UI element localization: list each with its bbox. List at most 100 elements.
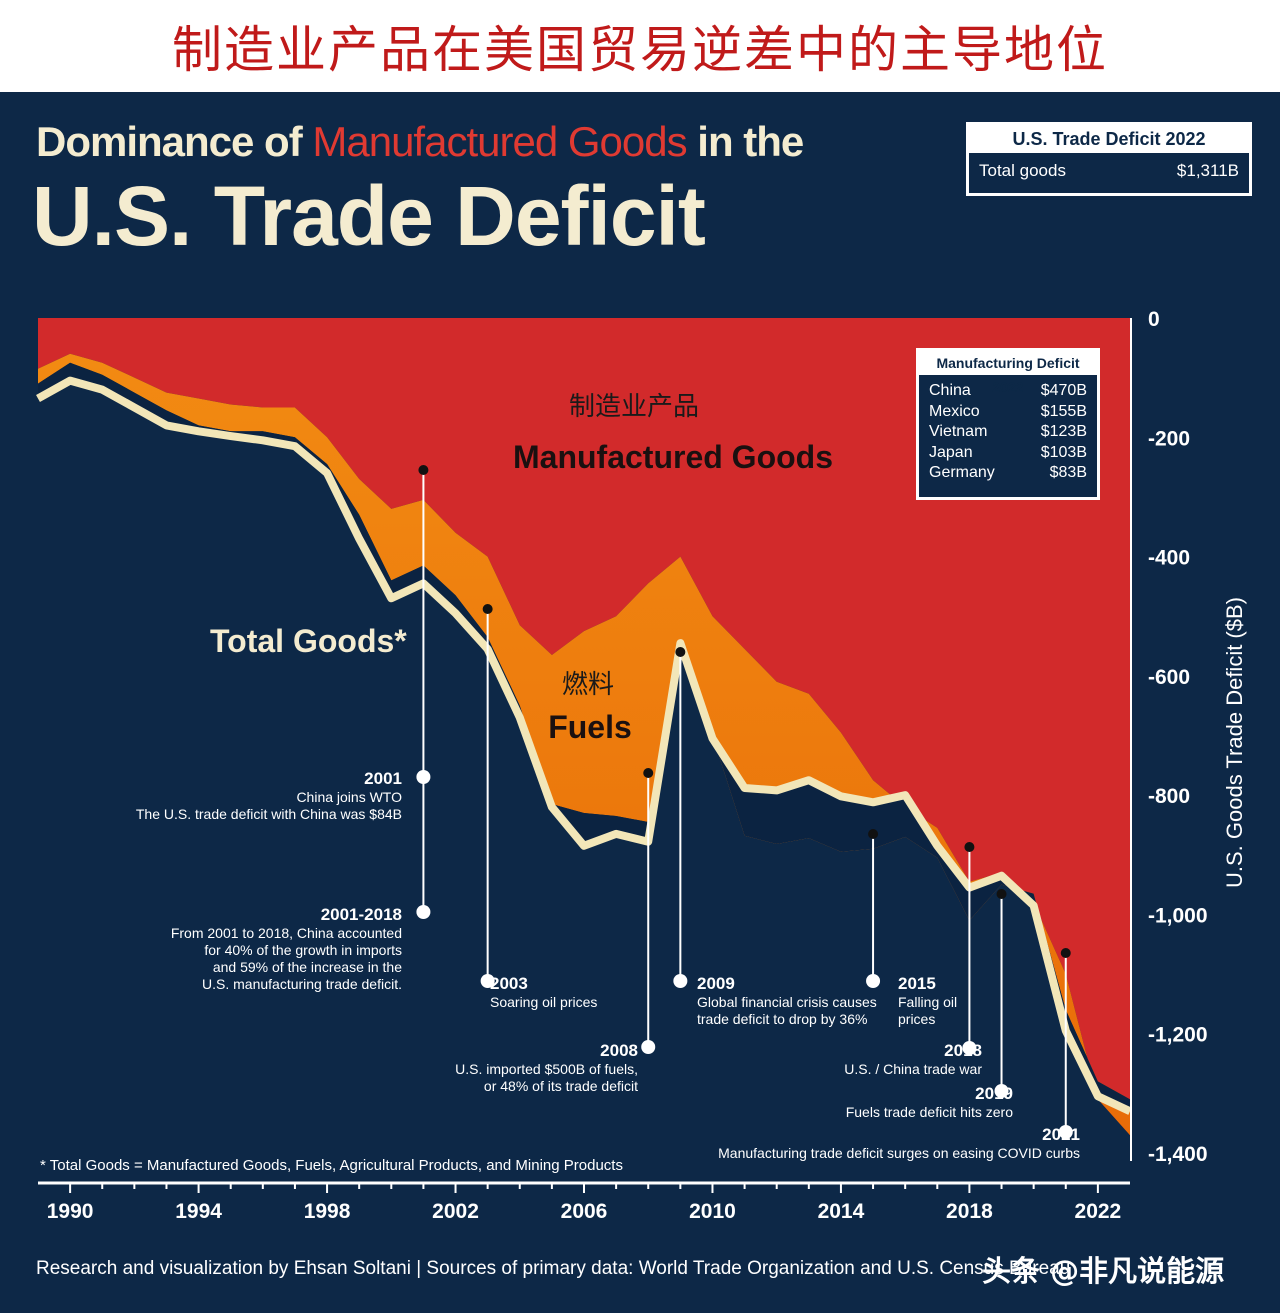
annotation-dot — [962, 1041, 977, 1055]
title-pre: Dominance of — [36, 118, 313, 165]
mfg-country: China — [929, 382, 971, 399]
trade-deficit-value: $1,311B — [1176, 161, 1239, 180]
annotation-title: 2001-2018 — [321, 905, 402, 924]
title-line2: U.S. Trade Deficit — [32, 169, 706, 263]
title-line1: Dominance of Manufactured Goods in the — [36, 118, 804, 166]
y-tick-label: -800 — [1148, 785, 1190, 808]
annotation-text: for 40% of the growth in imports — [204, 942, 402, 958]
annotation-title: 2001 — [364, 769, 402, 788]
mfg-value: $470B — [1040, 382, 1087, 399]
title-post: in the — [686, 118, 804, 165]
manufacturing-box-title: Manufacturing Deficit 2022 — [919, 351, 1097, 395]
annotation-dot — [1058, 1125, 1073, 1139]
y-axis-title: U.S. Goods Trade Deficit ($B) — [1222, 597, 1247, 888]
annotation-anchor-dot — [643, 768, 654, 778]
chinese-title-banner: 制造业产品在美国贸易逆差中的主导地位 — [0, 0, 1280, 92]
annotation-text: U.S. manufacturing trade deficit. — [202, 976, 402, 992]
annotation-text: China joins WTO — [296, 789, 402, 805]
annotation-title: 2021 — [1042, 1125, 1080, 1144]
x-tick-label: 1998 — [304, 1200, 351, 1223]
y-tick-label: -1,400 — [1148, 1143, 1208, 1166]
y-tick-label: -1,200 — [1148, 1024, 1208, 1047]
annotation-text: The U.S. trade deficit with China was $8… — [136, 806, 402, 822]
fuels-area — [38, 353, 1130, 1136]
mfg-country: Vietnam — [929, 423, 988, 440]
annotation-anchor-dot — [675, 647, 686, 657]
trade-deficit-row: Total goods $1,311B — [969, 153, 1249, 189]
annotation-anchor-dot — [964, 842, 975, 852]
fuels-label: Fuels — [548, 709, 632, 745]
annotation-text: prices — [898, 1011, 935, 1027]
annotation-dot — [416, 905, 431, 919]
annotation-title: 2015 — [898, 974, 936, 993]
mfg-value: $83B — [1049, 464, 1087, 481]
mfg-value: $123B — [1040, 423, 1087, 440]
annotation-text: Fuels trade deficit hits zero — [846, 1104, 1014, 1120]
annotation-dot — [994, 1084, 1009, 1098]
mfg-row: Germany $83B — [919, 463, 1097, 484]
annotation-title: 2003 — [490, 974, 528, 993]
x-tick-label: 2006 — [561, 1200, 608, 1223]
mfg-country: Mexico — [929, 402, 980, 420]
annotation-text: Falling oil — [898, 994, 957, 1010]
annotation-text: From 2001 to 2018, China accounted — [171, 925, 402, 941]
mfg-country: Germany — [929, 464, 995, 481]
footnote: * Total Goods = Manufactured Goods, Fuel… — [40, 1157, 623, 1174]
mfg-value: $103B — [1040, 443, 1087, 461]
mfg-row: Mexico $155B — [919, 402, 1097, 423]
annotation-text: and 59% of the increase in the — [213, 959, 402, 975]
annotation-text: U.S. imported $500B of fuels, — [455, 1061, 638, 1077]
annotation-title: 2008 — [600, 1041, 638, 1060]
total-goods-line — [36, 376, 1132, 1115]
manufactured-goods-area — [38, 318, 1130, 1136]
x-tick-label: 1990 — [47, 1200, 94, 1223]
annotation-text: Global financial crisis causes — [697, 994, 877, 1010]
annotation-text: or 48% of its trade deficit — [484, 1078, 638, 1094]
trade-deficit-box: U.S. Trade Deficit 2022 Total goods $1,3… — [966, 122, 1252, 196]
mfg-country: Japan — [929, 443, 973, 461]
brand-watermark: 头条 @非凡说能源 — [982, 1254, 1225, 1288]
annotation-anchor-dot — [482, 604, 493, 614]
annotation-text: Manufacturing trade deficit surges on ea… — [718, 1145, 1080, 1161]
total-goods-label: Total Goods* — [210, 623, 407, 659]
annotation-text: U.S. / China trade war — [844, 1061, 982, 1077]
annotation-dot — [673, 974, 688, 988]
mfg-value: $155B — [1040, 402, 1087, 420]
title-highlight: Manufactured Goods — [312, 118, 687, 165]
x-tick-label: 2010 — [689, 1200, 736, 1223]
x-tick-label: 2018 — [946, 1200, 993, 1223]
manufacturing-box-rows: China $470B Mexico $155B Vietnam $123B Japa… — [919, 375, 1097, 484]
manufactured-label: Manufactured Goods — [513, 439, 833, 475]
mfg-row: China $470B — [919, 381, 1097, 402]
x-tick-label: 2014 — [818, 1200, 865, 1223]
trade-deficit-label: Total goods — [979, 161, 1066, 180]
annotation-title: 2018 — [944, 1041, 982, 1060]
annotation-anchor-dot — [868, 829, 879, 839]
annotation-title: 2009 — [697, 974, 735, 993]
y-tick-label: -600 — [1148, 666, 1190, 689]
manufactured-label-cn: 制造业产品 — [569, 392, 699, 422]
y-tick-label: -1,000 — [1148, 904, 1208, 927]
annotation-text: trade deficit to drop by 36% — [697, 1011, 867, 1027]
manufacturing-deficit-box: Manufacturing Deficit 2022 China $470B Me… — [916, 348, 1100, 500]
y-tick-label: 0 — [1148, 308, 1160, 331]
mfg-row: Vietnam $123B — [919, 422, 1097, 443]
footer-credits: Research and visualization by Ehsan Solt… — [36, 1258, 1071, 1279]
chinese-title: 制造业产品在美国贸易逆差中的主导地位 — [172, 21, 1108, 79]
y-tick-label: -200 — [1148, 427, 1190, 450]
annotation-anchor-dot — [996, 889, 1007, 899]
annotation-text: Soaring oil prices — [490, 994, 597, 1010]
annotation-dot — [866, 974, 881, 988]
trade-deficit-box-title: U.S. Trade Deficit 2022 — [969, 125, 1249, 153]
x-tick-label: 1994 — [175, 1200, 222, 1223]
x-tick-label: 2002 — [432, 1200, 479, 1223]
mfg-row: Japan $103B — [919, 443, 1097, 464]
annotation-dot — [480, 974, 495, 988]
x-tick-label: 2022 — [1075, 1200, 1122, 1223]
annotation-anchor-dot — [1060, 948, 1071, 958]
annotation-dot — [641, 1040, 656, 1054]
annotation-anchor-dot — [418, 465, 429, 475]
y-tick-label: -400 — [1148, 547, 1190, 570]
annotation-title: 2019 — [975, 1084, 1013, 1103]
